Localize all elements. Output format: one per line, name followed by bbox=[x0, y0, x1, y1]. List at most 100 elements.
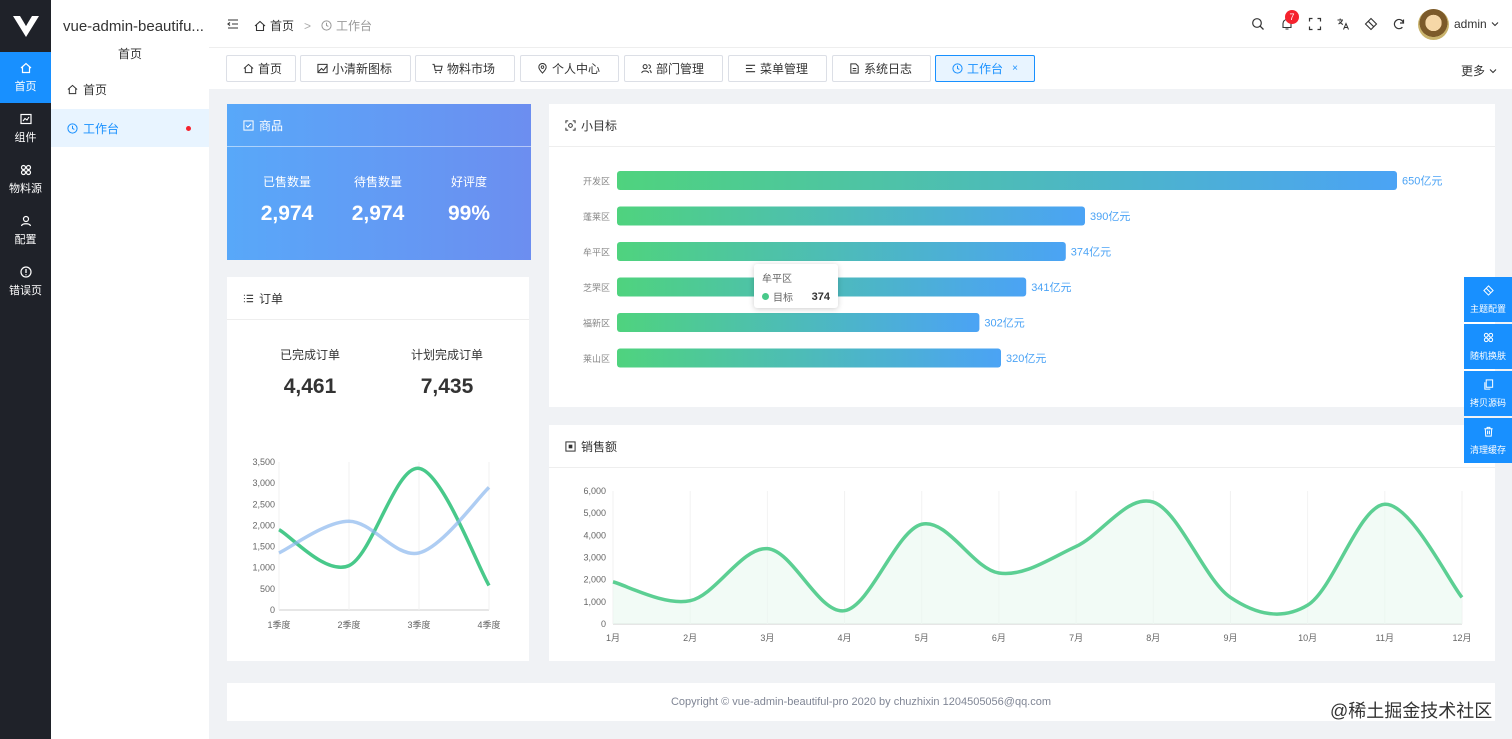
leftnav-home[interactable]: 首页 bbox=[0, 52, 51, 103]
sales-area-chart: 0 1,000 2,000 3,000 4,000 5,000 6,000 1月 2月 3月 4月 5… bbox=[583, 486, 1471, 643]
y-tick-label: 牟平区 bbox=[583, 247, 610, 258]
tab-department[interactable]: 部门管理 bbox=[624, 55, 723, 82]
tooltip-title: 牟平区 bbox=[762, 274, 792, 285]
y-tick-label: 0 bbox=[601, 619, 606, 629]
random-skin-button[interactable]: 随机换肤 bbox=[1464, 324, 1512, 369]
side-menu: vue-admin-beautifu... 首页 首页 工作台 bbox=[51, 0, 209, 739]
orders-card: 订单 已完成订单 4,461 计划完成订单 7,435 0 500 1,000 1,5… bbox=[227, 277, 529, 661]
target-icon bbox=[565, 119, 576, 131]
logo[interactable] bbox=[0, 0, 51, 52]
goods-card-title: 商品 bbox=[259, 118, 284, 133]
leftnav-component[interactable]: 组件 bbox=[0, 103, 51, 154]
tab-label: 小清新图标 bbox=[332, 62, 393, 76]
stat-value: 2,974 bbox=[260, 202, 314, 225]
series-area bbox=[613, 500, 1462, 624]
theme-icon[interactable] bbox=[1364, 17, 1378, 31]
leftnav-material[interactable]: 物料源 bbox=[0, 154, 51, 205]
leftnav-config[interactable]: 配置 bbox=[0, 205, 51, 256]
bar bbox=[617, 171, 1397, 190]
bar bbox=[617, 242, 1066, 261]
user-dropdown[interactable]: admin bbox=[1454, 17, 1499, 31]
stat-value: 4,461 bbox=[283, 375, 337, 398]
refresh-icon[interactable] bbox=[1392, 17, 1406, 31]
x-tick-label: 4季度 bbox=[477, 619, 500, 630]
fold-menu-icon[interactable] bbox=[226, 17, 240, 31]
y-tick-label: 3,000 bbox=[252, 478, 275, 488]
y-tick-label: 2,000 bbox=[583, 575, 606, 585]
vue-logo-icon bbox=[12, 16, 39, 37]
file-icon bbox=[850, 63, 859, 74]
tab-home[interactable]: 首页 bbox=[226, 55, 296, 82]
copy-source-button[interactable]: 拷贝源码 bbox=[1464, 371, 1512, 416]
leftnav-error[interactable]: 错误页 bbox=[0, 256, 51, 307]
tab-workbench[interactable]: 工作台 × bbox=[935, 55, 1035, 82]
orders-stat-planned: 计划完成订单 7,435 bbox=[397, 346, 497, 399]
leftnav-label: 配置 bbox=[14, 233, 37, 246]
tab-market[interactable]: 物料市场 bbox=[415, 55, 515, 82]
y-tick-label: 1,000 bbox=[252, 563, 275, 573]
orders-stat-completed: 已完成订单 4,461 bbox=[260, 346, 360, 399]
side-menu-item-home[interactable]: 首页 bbox=[51, 70, 209, 108]
data-label: 320亿元 bbox=[1006, 352, 1046, 365]
money-icon bbox=[565, 440, 576, 452]
stat-value: 7,435 bbox=[420, 375, 474, 398]
x-tick-label: 11月 bbox=[1376, 633, 1394, 643]
fullscreen-icon[interactable] bbox=[1308, 17, 1322, 31]
clock-icon bbox=[952, 63, 963, 74]
translate-icon[interactable] bbox=[1336, 17, 1350, 31]
y-tick-label: 6,000 bbox=[583, 486, 606, 496]
clear-cache-button[interactable]: 清理缓存 bbox=[1464, 418, 1512, 463]
tab-icons[interactable]: 小清新图标 bbox=[300, 55, 411, 82]
tab-profile[interactable]: 个人中心 bbox=[520, 55, 619, 82]
x-tick-label: 6月 bbox=[992, 633, 1006, 643]
bar bbox=[617, 206, 1085, 226]
goods-card: 商品 已售数量 2,974 待售数量 2,974 好评度 99% bbox=[227, 104, 531, 260]
stat-label: 好评度 bbox=[450, 175, 487, 189]
home-icon bbox=[67, 84, 78, 94]
panel-label: 拷贝源码 bbox=[1469, 397, 1506, 408]
avatar[interactable] bbox=[1418, 9, 1449, 40]
goods-stat-sold: 已售数量 2,974 bbox=[247, 173, 327, 226]
tab-logs[interactable]: 系统日志 bbox=[832, 55, 931, 82]
home-icon bbox=[254, 20, 266, 31]
breadcrumb-home[interactable]: 首页 bbox=[270, 19, 295, 33]
clock-icon bbox=[67, 122, 78, 134]
data-label: 302亿元 bbox=[984, 317, 1024, 330]
tab-label: 工作台 bbox=[967, 62, 1004, 76]
x-tick-label: 8月 bbox=[1146, 633, 1160, 643]
panel-label: 清理缓存 bbox=[1469, 444, 1506, 455]
shuffle-icon bbox=[1483, 332, 1493, 342]
y-tick-label: 500 bbox=[260, 584, 275, 594]
image-icon bbox=[317, 63, 328, 74]
leftnav-label: 组件 bbox=[14, 131, 37, 144]
tab-label: 菜单管理 bbox=[760, 62, 809, 76]
chevron-down-icon bbox=[1491, 22, 1499, 27]
y-tick-label: 蓬莱区 bbox=[583, 211, 610, 222]
tabs-more-dropdown[interactable]: 更多 bbox=[1461, 62, 1497, 79]
breadcrumb-current: 工作台 bbox=[336, 19, 373, 33]
trash-icon bbox=[1483, 426, 1493, 437]
tab-close-button[interactable]: × bbox=[1012, 63, 1018, 74]
theme-config-button[interactable]: 主题配置 bbox=[1464, 277, 1512, 322]
theme-icon bbox=[1482, 284, 1494, 296]
home-icon bbox=[20, 62, 31, 73]
clock-icon bbox=[321, 20, 332, 31]
y-tick-label: 2,500 bbox=[252, 499, 275, 509]
y-tick-label: 2,000 bbox=[252, 520, 275, 530]
tooltip-series: 目标 bbox=[773, 293, 793, 304]
search-icon[interactable] bbox=[1251, 17, 1265, 31]
checkbox-icon bbox=[243, 119, 254, 131]
tab-menu[interactable]: 菜单管理 bbox=[728, 55, 827, 82]
goods-card-header: 商品 bbox=[227, 104, 531, 147]
bar bbox=[617, 313, 980, 332]
component-icon bbox=[19, 113, 32, 124]
cart-icon bbox=[432, 63, 443, 74]
username: admin bbox=[1454, 17, 1487, 31]
y-tick-label: 1,000 bbox=[583, 597, 606, 607]
home-icon bbox=[243, 63, 254, 74]
leftnav-label: 首页 bbox=[14, 80, 37, 93]
y-tick-label: 5,000 bbox=[583, 508, 606, 518]
side-menu-item-workbench[interactable]: 工作台 bbox=[51, 109, 209, 147]
stat-label: 计划完成订单 bbox=[410, 348, 483, 362]
